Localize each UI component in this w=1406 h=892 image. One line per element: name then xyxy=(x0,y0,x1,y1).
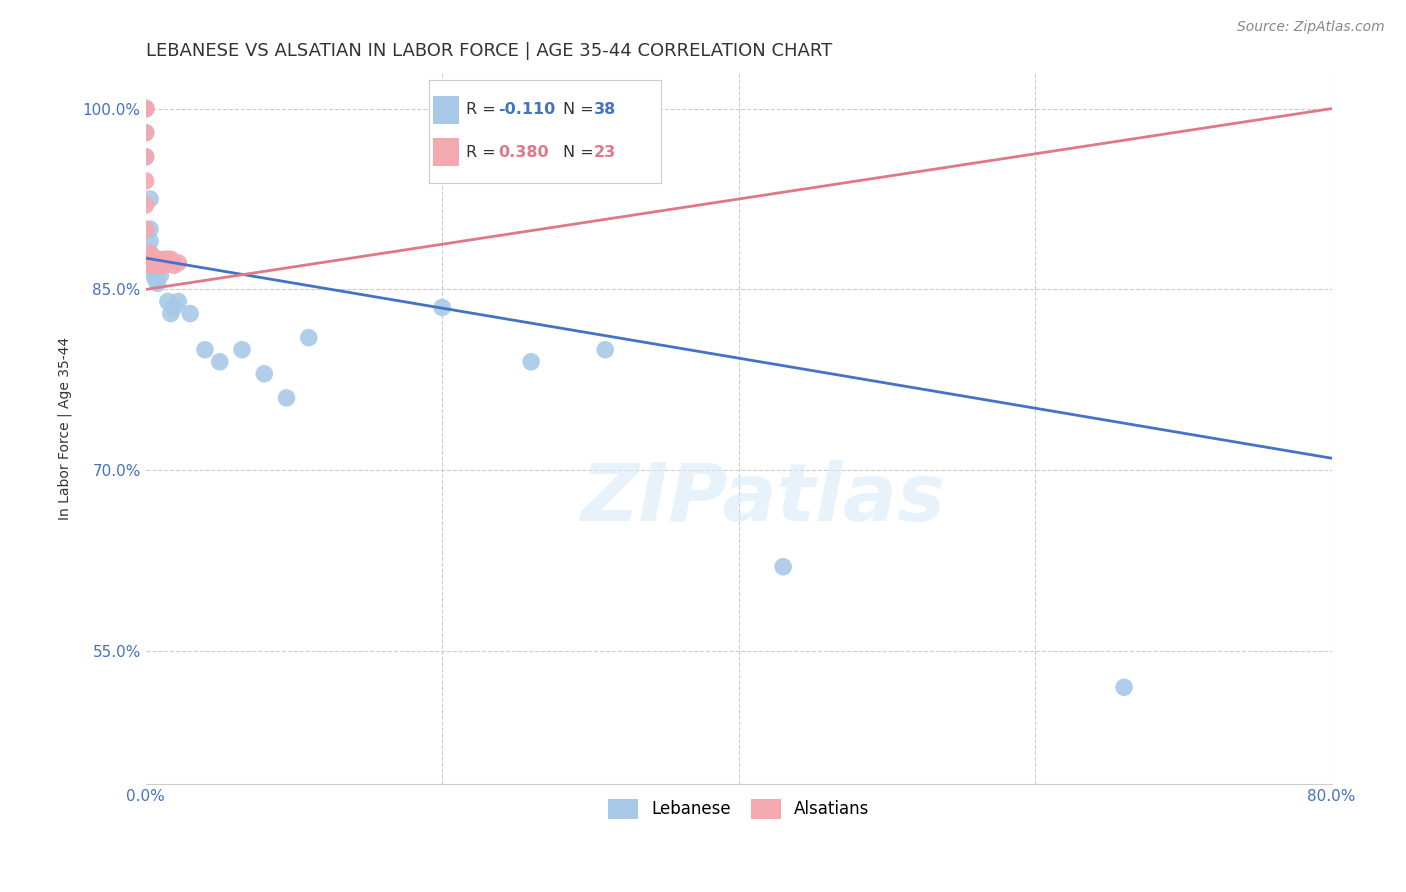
Point xyxy=(135,126,157,140)
Point xyxy=(135,102,157,116)
Point xyxy=(142,258,165,272)
Point xyxy=(139,258,162,272)
Point xyxy=(135,102,157,116)
Point xyxy=(139,252,162,267)
Text: 0.380: 0.380 xyxy=(498,145,550,160)
Point xyxy=(163,258,186,272)
Point xyxy=(139,258,162,272)
Point xyxy=(772,559,794,574)
Point xyxy=(139,222,162,236)
Point xyxy=(298,331,321,345)
Point xyxy=(135,222,157,236)
Point xyxy=(152,258,174,272)
Point xyxy=(145,268,167,282)
Point xyxy=(135,102,157,116)
Text: R =: R = xyxy=(465,145,501,160)
Point xyxy=(135,174,157,188)
Point xyxy=(145,273,167,287)
Text: 38: 38 xyxy=(593,103,616,117)
Point xyxy=(135,126,157,140)
Point xyxy=(141,252,163,267)
Point xyxy=(135,150,157,164)
FancyBboxPatch shape xyxy=(433,95,458,124)
Point xyxy=(149,258,172,272)
Point xyxy=(276,391,298,405)
Point xyxy=(139,246,162,260)
Point xyxy=(160,307,183,321)
Point xyxy=(150,258,173,272)
Point xyxy=(520,355,543,369)
Point xyxy=(208,355,231,369)
Legend: Lebanese, Alsatians: Lebanese, Alsatians xyxy=(602,793,876,825)
Point xyxy=(139,246,162,260)
Point xyxy=(148,252,170,267)
Point xyxy=(167,256,190,270)
Point xyxy=(149,268,172,282)
Point xyxy=(145,258,167,272)
Point xyxy=(146,252,169,267)
Point xyxy=(143,270,166,285)
Point xyxy=(430,301,453,315)
Text: 23: 23 xyxy=(593,145,616,160)
Point xyxy=(156,252,179,267)
Point xyxy=(163,301,186,315)
Text: R =: R = xyxy=(465,103,501,117)
Point xyxy=(593,343,616,357)
Point xyxy=(135,102,157,116)
Point xyxy=(167,294,190,309)
Point xyxy=(139,246,162,260)
Point xyxy=(146,277,169,291)
Point xyxy=(150,258,173,272)
Point xyxy=(139,234,162,248)
Text: Source: ZipAtlas.com: Source: ZipAtlas.com xyxy=(1237,20,1385,34)
Text: N =: N = xyxy=(564,145,599,160)
Point xyxy=(143,264,166,278)
Point xyxy=(139,252,162,267)
Point xyxy=(135,198,157,212)
Point xyxy=(135,102,157,116)
Text: ZIPatlas: ZIPatlas xyxy=(579,460,945,538)
Point xyxy=(231,343,253,357)
Point xyxy=(1114,681,1136,695)
Text: -0.110: -0.110 xyxy=(498,103,555,117)
Y-axis label: In Labor Force | Age 35-44: In Labor Force | Age 35-44 xyxy=(58,336,72,520)
Point xyxy=(253,367,276,381)
Point xyxy=(194,343,217,357)
Point xyxy=(139,192,162,206)
Point xyxy=(135,150,157,164)
FancyBboxPatch shape xyxy=(433,138,458,166)
Point xyxy=(143,258,166,272)
Point xyxy=(179,307,201,321)
Point xyxy=(153,252,176,267)
Point xyxy=(135,102,157,116)
Point xyxy=(146,258,169,272)
Text: LEBANESE VS ALSATIAN IN LABOR FORCE | AGE 35-44 CORRELATION CHART: LEBANESE VS ALSATIAN IN LABOR FORCE | AG… xyxy=(146,42,832,60)
Point xyxy=(160,252,183,267)
Point xyxy=(156,294,179,309)
Text: N =: N = xyxy=(564,103,599,117)
